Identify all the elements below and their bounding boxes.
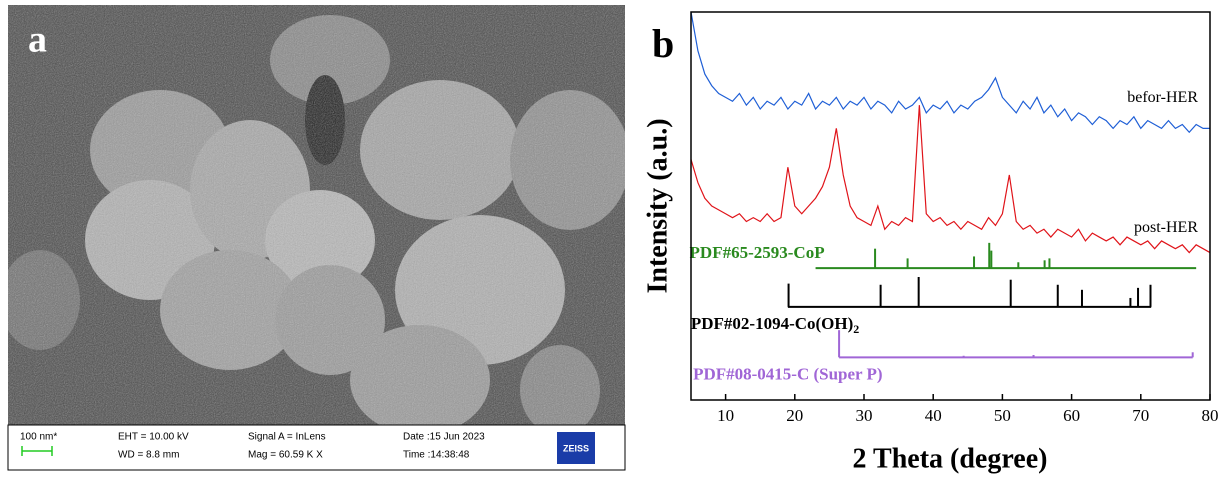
scale-bar: [21, 446, 53, 456]
panel-label: b: [652, 21, 674, 66]
x-tick-label: 20: [786, 406, 803, 425]
ref-label-text: PDF#65-2593-CoP: [690, 243, 825, 262]
ref-label: PDF#02-1094-Co(OH)2: [691, 314, 859, 336]
ref-label-text: PDF#08-0415-C (Super P): [693, 364, 883, 383]
info-text: Signal A = InLens: [248, 432, 326, 443]
ref-label-sub: 2: [853, 322, 859, 336]
info-text: Time :14:38:48: [403, 450, 470, 461]
x-tick-label: 40: [925, 406, 942, 425]
info-text: Mag = 60.59 K X: [248, 450, 323, 461]
sem-image: [8, 5, 625, 425]
x-tick-label: 10: [717, 406, 734, 425]
x-tick-label: 30: [856, 406, 873, 425]
ref-label: PDF#08-0415-C (Super P): [693, 364, 883, 383]
scale-label: 100 nm*: [20, 432, 57, 443]
data-line: [690, 105, 1211, 254]
plot-frame: [690, 11, 1211, 401]
logo-text: ZEISS: [563, 443, 589, 453]
x-tick-label: 70: [1132, 406, 1149, 425]
ref-label: PDF#65-2593-CoP: [690, 243, 825, 262]
panel-label: a: [28, 19, 47, 61]
x-axis-label: 2 Theta (degree): [853, 443, 1048, 474]
y-axis-label: Intensity (a.u.): [642, 118, 673, 293]
ref-label-text: PDF#02-1094-Co(OH): [691, 314, 853, 333]
series-label: post-HER: [1134, 219, 1198, 236]
x-tick-label: 60: [1063, 406, 1080, 425]
info-bar: [7, 424, 626, 471]
info-text: EHT = 10.00 kV: [118, 432, 189, 443]
x-tick-label: 50: [994, 406, 1011, 425]
data-line: [690, 11, 1210, 134]
info-text: WD = 8.8 mm: [118, 450, 179, 461]
logo: [557, 432, 595, 464]
x-tick-label: 80: [1202, 406, 1219, 425]
info-text: Date :15 Jun 2023: [403, 432, 485, 443]
series-label: befor-HER: [1127, 89, 1198, 106]
